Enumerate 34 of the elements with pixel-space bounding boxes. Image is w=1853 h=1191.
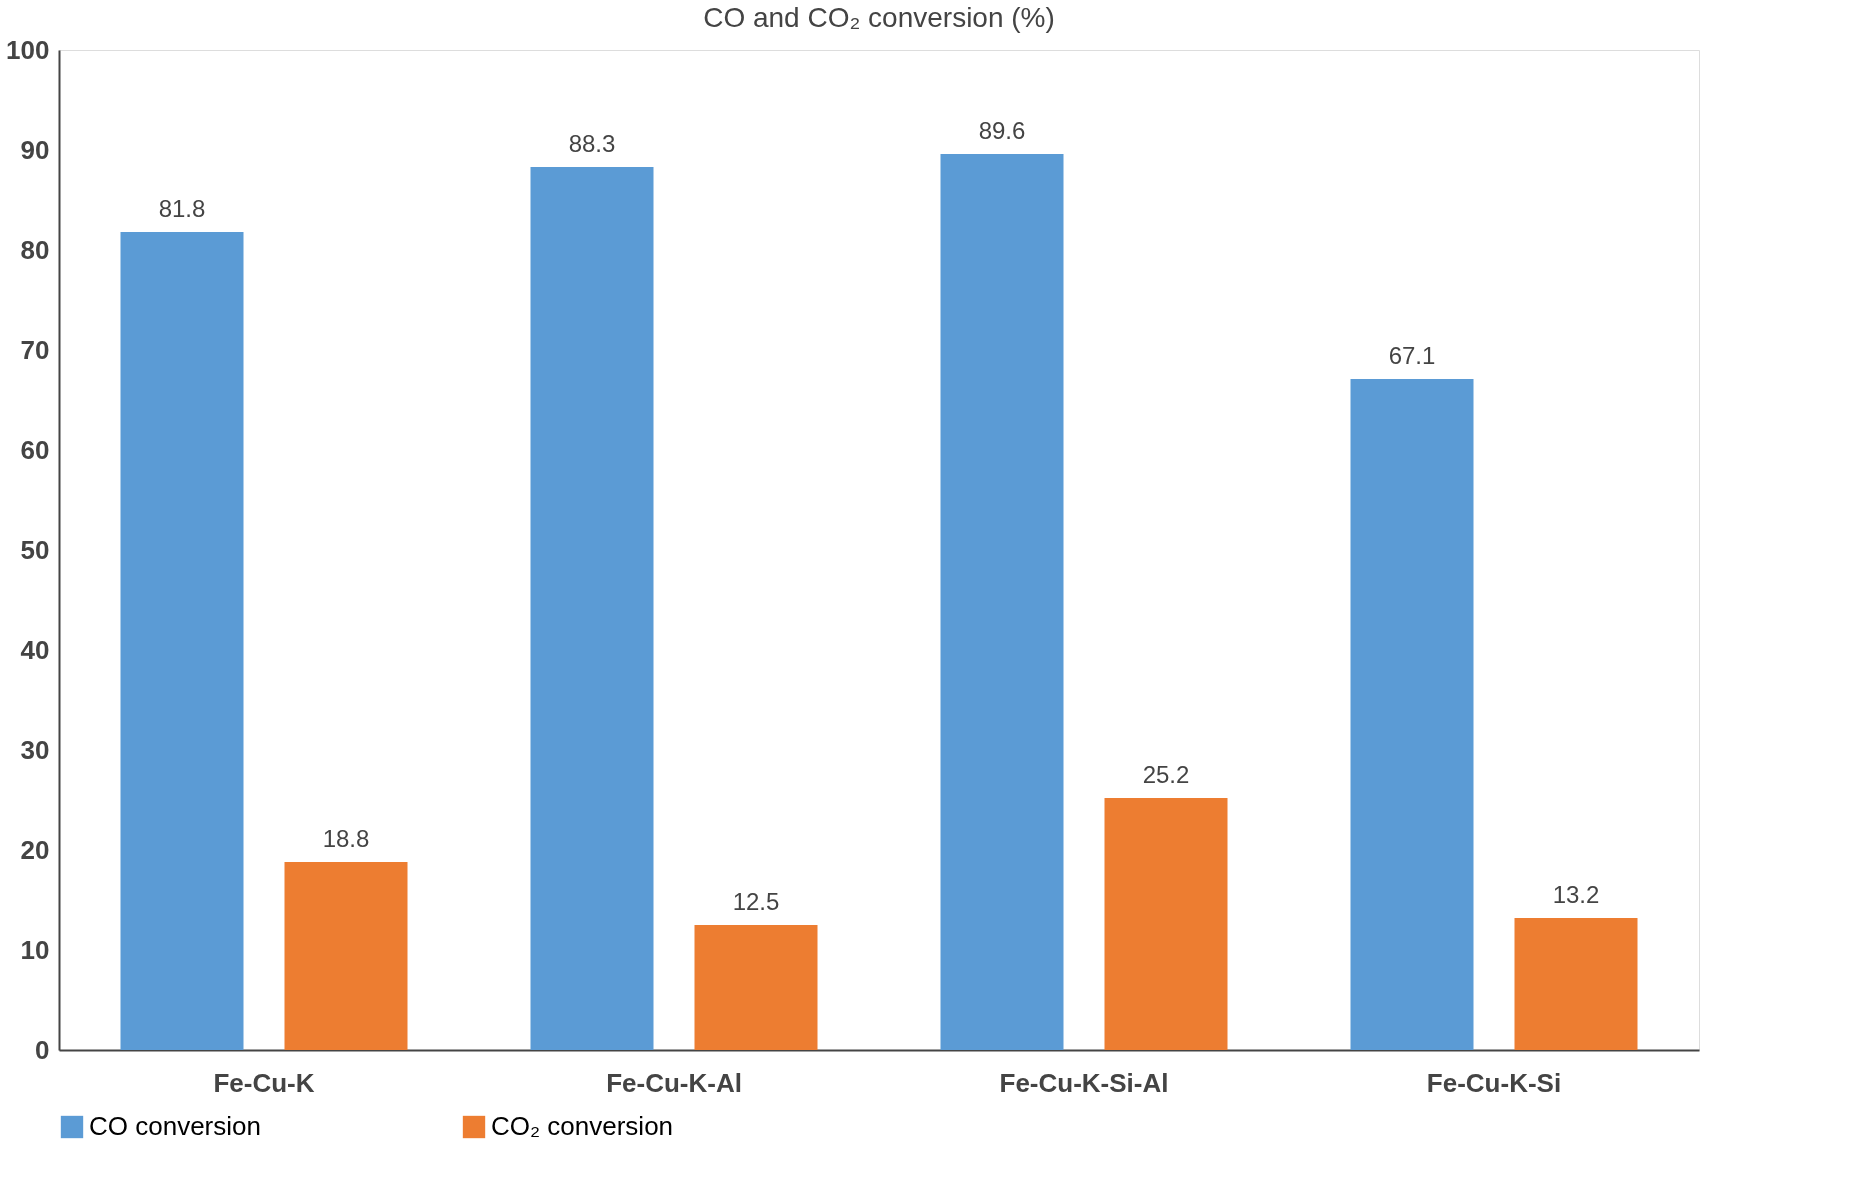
data-label: 12.5 [732,888,780,915]
y-tick-label: 80 [20,234,50,265]
y-tick-label: 40 [20,634,50,665]
bar [694,925,818,1050]
data-label: 88.3 [568,130,616,157]
y-tick-label: 0 [35,1034,50,1065]
bar [940,154,1064,1050]
legend-label: CO₂ conversion [491,1111,674,1141]
bar [1104,798,1228,1050]
data-label: 25.2 [1142,761,1190,788]
x-tick-label: Fe-Cu-K [213,1067,315,1098]
y-tick-label: 60 [20,434,50,465]
x-tick-label: Fe-Cu-K-Si-Al [999,1067,1169,1098]
data-label: 18.8 [322,825,370,852]
data-label: 89.6 [978,117,1026,144]
y-tick-label: 30 [20,734,50,765]
bar [530,167,654,1050]
chart-title: CO and CO₂ conversion (%) [703,2,1055,33]
bar [284,862,408,1050]
y-tick-label: 20 [20,834,50,865]
data-label: 81.8 [158,195,206,222]
data-label: 13.2 [1552,881,1600,908]
bar [1514,918,1638,1050]
y-tick-label: 50 [20,534,50,565]
legend-label: CO conversion [89,1111,261,1141]
y-tick-label: 10 [20,934,50,965]
y-tick-label: 70 [20,334,50,365]
y-tick-label: 90 [20,134,50,165]
bar [120,232,244,1050]
data-label: 67.1 [1388,342,1436,369]
y-tick-label: 100 [6,34,50,65]
x-tick-label: Fe-Cu-K-Si [1426,1067,1562,1098]
bar [1350,379,1474,1050]
x-tick-label: Fe-Cu-K-Al [606,1067,742,1098]
